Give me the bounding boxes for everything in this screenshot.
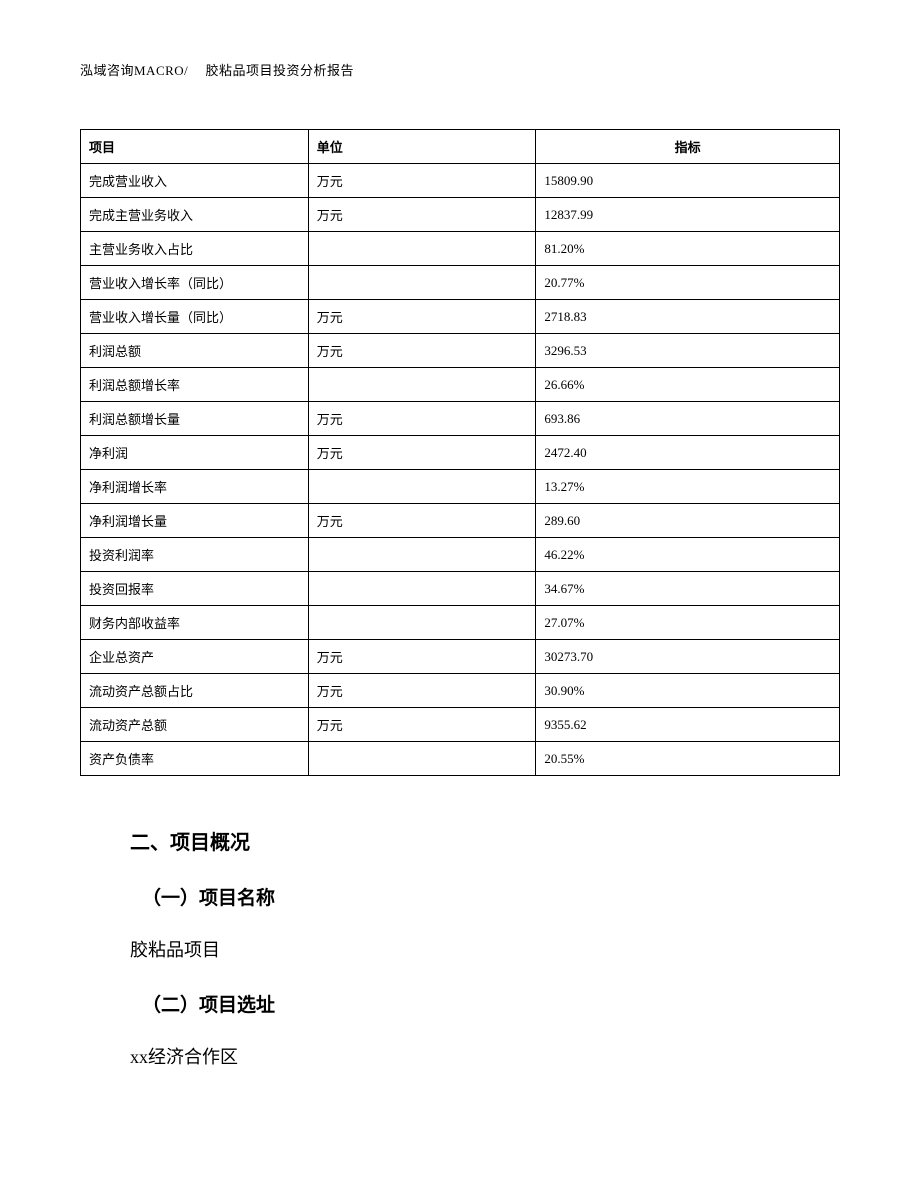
- table-body: 完成营业收入万元15809.90完成主营业务收入万元12837.99主营业务收入…: [81, 164, 840, 776]
- page-header: 泓域咨询MACRO/ 胶粘品项目投资分析报告: [80, 60, 840, 79]
- cell-unit: 万元: [308, 164, 536, 198]
- table-row: 财务内部收益率 27.07%: [81, 606, 840, 640]
- cell-indicator: 693.86: [536, 402, 840, 436]
- cell-project: 资产负债率: [81, 742, 309, 776]
- table-row: 流动资产总额占比万元30.90%: [81, 674, 840, 708]
- cell-indicator: 2472.40: [536, 436, 840, 470]
- cell-project: 利润总额增长量: [81, 402, 309, 436]
- cell-unit: [308, 368, 536, 402]
- col-header-indicator: 指标: [536, 130, 840, 164]
- table-row: 主营业务收入占比 81.20%: [81, 232, 840, 266]
- section-heading: 二、项目概况: [130, 826, 800, 855]
- cell-indicator: 26.66%: [536, 368, 840, 402]
- cell-indicator: 30.90%: [536, 674, 840, 708]
- cell-project: 营业收入增长率（同比）: [81, 266, 309, 300]
- cell-project: 流动资产总额占比: [81, 674, 309, 708]
- cell-indicator: 12837.99: [536, 198, 840, 232]
- cell-project: 流动资产总额: [81, 708, 309, 742]
- cell-project: 净利润增长率: [81, 470, 309, 504]
- table-row: 净利润万元2472.40: [81, 436, 840, 470]
- table-row: 利润总额增长量万元693.86: [81, 402, 840, 436]
- cell-unit: 万元: [308, 708, 536, 742]
- col-header-project: 项目: [81, 130, 309, 164]
- cell-unit: 万元: [308, 436, 536, 470]
- table-row: 企业总资产万元30273.70: [81, 640, 840, 674]
- table-row: 完成营业收入万元15809.90: [81, 164, 840, 198]
- table-row: 投资回报率 34.67%: [81, 572, 840, 606]
- table-row: 资产负债率 20.55%: [81, 742, 840, 776]
- cell-unit: 万元: [308, 300, 536, 334]
- body-text-1: 胶粘品项目: [130, 936, 800, 962]
- cell-indicator: 81.20%: [536, 232, 840, 266]
- cell-indicator: 3296.53: [536, 334, 840, 368]
- content-section: 二、项目概况 （一）项目名称 胶粘品项目 （二）项目选址 xx经济合作区: [80, 826, 840, 1069]
- cell-unit: 万元: [308, 198, 536, 232]
- cell-indicator: 289.60: [536, 504, 840, 538]
- cell-unit: 万元: [308, 334, 536, 368]
- cell-unit: 万元: [308, 674, 536, 708]
- cell-indicator: 34.67%: [536, 572, 840, 606]
- cell-indicator: 20.55%: [536, 742, 840, 776]
- table-row: 营业收入增长率（同比） 20.77%: [81, 266, 840, 300]
- cell-unit: 万元: [308, 402, 536, 436]
- cell-indicator: 9355.62: [536, 708, 840, 742]
- table-row: 营业收入增长量（同比）万元2718.83: [81, 300, 840, 334]
- cell-project: 财务内部收益率: [81, 606, 309, 640]
- cell-project: 净利润增长量: [81, 504, 309, 538]
- cell-indicator: 46.22%: [536, 538, 840, 572]
- cell-unit: [308, 232, 536, 266]
- cell-unit: [308, 742, 536, 776]
- table-row: 净利润增长量万元289.60: [81, 504, 840, 538]
- cell-project: 完成营业收入: [81, 164, 309, 198]
- table-row: 流动资产总额万元9355.62: [81, 708, 840, 742]
- cell-project: 投资利润率: [81, 538, 309, 572]
- cell-unit: [308, 266, 536, 300]
- cell-indicator: 20.77%: [536, 266, 840, 300]
- sub-heading-1: （一）项目名称: [130, 883, 800, 910]
- cell-indicator: 30273.70: [536, 640, 840, 674]
- table-row: 净利润增长率 13.27%: [81, 470, 840, 504]
- cell-indicator: 27.07%: [536, 606, 840, 640]
- cell-unit: [308, 572, 536, 606]
- cell-project: 主营业务收入占比: [81, 232, 309, 266]
- cell-indicator: 2718.83: [536, 300, 840, 334]
- cell-unit: 万元: [308, 640, 536, 674]
- col-header-unit: 单位: [308, 130, 536, 164]
- table-row: 利润总额增长率 26.66%: [81, 368, 840, 402]
- table-row: 投资利润率 46.22%: [81, 538, 840, 572]
- table-row: 完成主营业务收入万元12837.99: [81, 198, 840, 232]
- cell-unit: [308, 470, 536, 504]
- table-header-row: 项目 单位 指标: [81, 130, 840, 164]
- body-text-2: xx经济合作区: [130, 1043, 800, 1069]
- cell-unit: [308, 538, 536, 572]
- cell-unit: 万元: [308, 504, 536, 538]
- sub-heading-2: （二）项目选址: [130, 990, 800, 1017]
- cell-project: 净利润: [81, 436, 309, 470]
- cell-unit: [308, 606, 536, 640]
- cell-project: 完成主营业务收入: [81, 198, 309, 232]
- financial-table: 项目 单位 指标 完成营业收入万元15809.90完成主营业务收入万元12837…: [80, 129, 840, 776]
- document-page: 泓域咨询MACRO/ 胶粘品项目投资分析报告 项目 单位 指标 完成营业收入万元…: [0, 0, 920, 1177]
- cell-indicator: 13.27%: [536, 470, 840, 504]
- cell-indicator: 15809.90: [536, 164, 840, 198]
- cell-project: 企业总资产: [81, 640, 309, 674]
- cell-project: 营业收入增长量（同比）: [81, 300, 309, 334]
- table-row: 利润总额万元3296.53: [81, 334, 840, 368]
- cell-project: 利润总额: [81, 334, 309, 368]
- cell-project: 投资回报率: [81, 572, 309, 606]
- cell-project: 利润总额增长率: [81, 368, 309, 402]
